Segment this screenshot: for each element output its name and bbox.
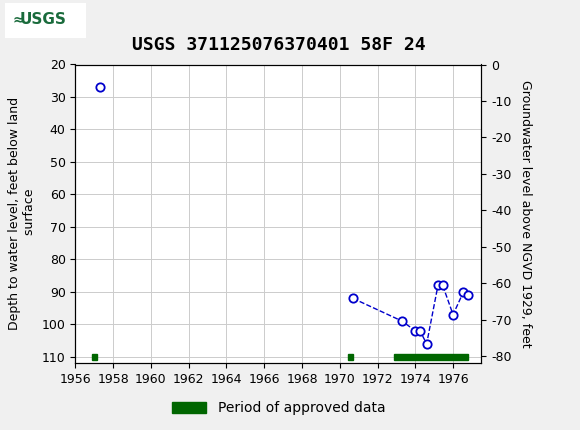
- Text: ≈: ≈: [13, 12, 24, 27]
- Bar: [394, 354, 468, 359]
- Bar: [348, 354, 353, 359]
- Legend: Period of approved data: Period of approved data: [166, 396, 391, 421]
- Text: USGS 371125076370401 58F 24: USGS 371125076370401 58F 24: [132, 36, 425, 54]
- Text: USGS: USGS: [20, 12, 67, 27]
- Y-axis label: Depth to water level, feet below land
 surface: Depth to water level, feet below land su…: [8, 97, 36, 331]
- Bar: [92, 354, 97, 359]
- FancyBboxPatch shape: [5, 3, 86, 37]
- Y-axis label: Groundwater level above NGVD 1929, feet: Groundwater level above NGVD 1929, feet: [519, 80, 531, 348]
